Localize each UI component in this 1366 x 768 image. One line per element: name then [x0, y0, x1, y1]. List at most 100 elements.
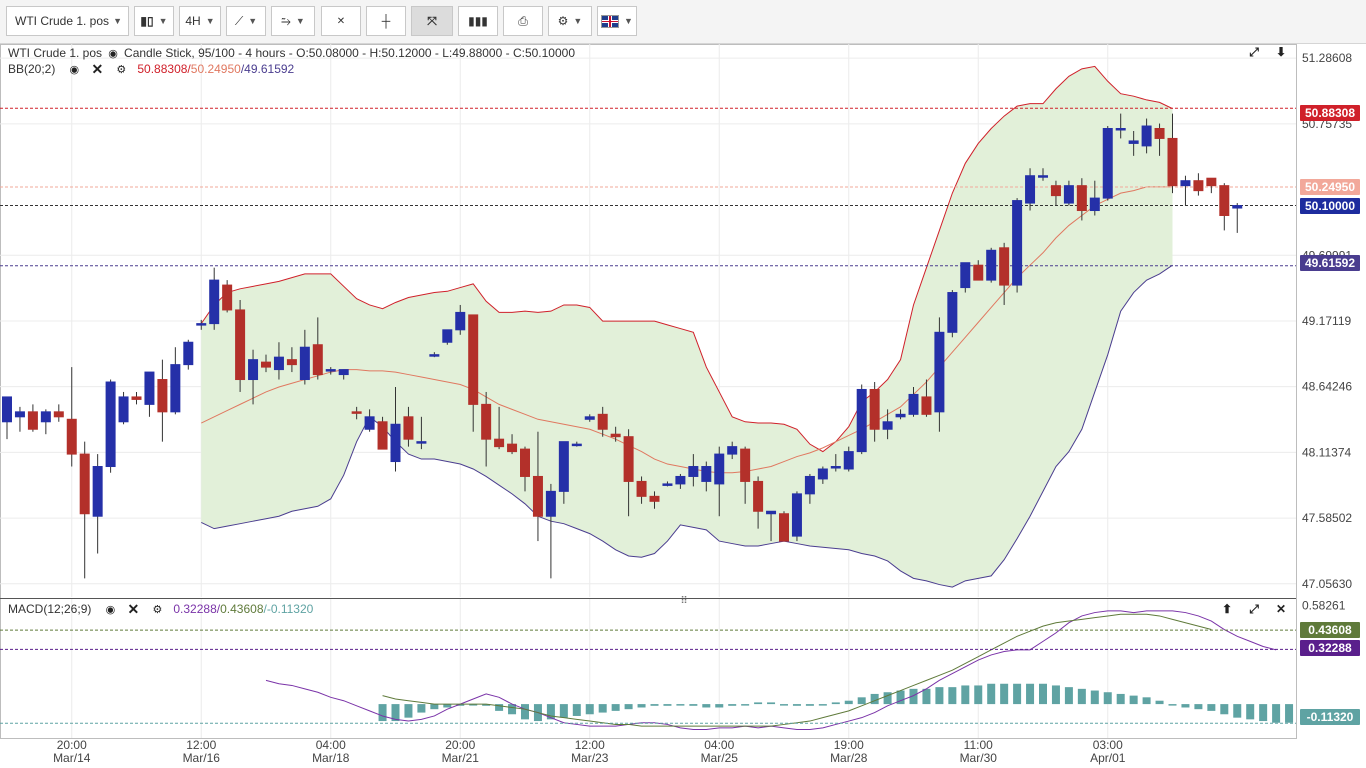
indicators-select[interactable]: ⥲ ▼ — [271, 6, 315, 36]
candle-body — [455, 311, 466, 331]
timeframe-select[interactable]: 4H ▼ — [179, 6, 221, 36]
maximize-macd-button[interactable]: ⤢ — [1249, 601, 1259, 616]
x-tick-time: 19:00 — [834, 738, 864, 752]
close-icon[interactable]: ✕ — [127, 600, 140, 617]
macd-hist-bar — [1233, 704, 1242, 718]
candle-body — [545, 490, 556, 517]
bb-upper-tag: 50.88308 — [1300, 105, 1360, 121]
candle-body — [286, 359, 297, 366]
move-up-button[interactable]: ⬆ — [1221, 602, 1233, 616]
macd-hist-bar — [1039, 683, 1047, 705]
crosshair-button[interactable]: ┼ — [366, 6, 406, 36]
move-down-button[interactable]: ⬇ — [1275, 45, 1287, 59]
candle-body — [507, 443, 518, 453]
macd-hist-bar — [378, 704, 387, 722]
candle-body — [766, 510, 777, 515]
bb-lower-line — [201, 264, 1173, 588]
x-tick-time: 20:00 — [445, 738, 475, 752]
macd-hist-bar — [1207, 704, 1216, 711]
candle-body — [636, 480, 647, 497]
x-tick-time: 20:00 — [57, 738, 87, 752]
settings-select[interactable]: ⚙ ▼ — [548, 6, 592, 36]
macd-hist-bar — [1246, 704, 1255, 720]
fit-icon: ⤧ — [427, 13, 437, 28]
x-tick-time: 03:00 — [1093, 738, 1123, 752]
panel-resize-handle: ⠿ — [680, 596, 687, 607]
macd-hist-bar — [585, 704, 594, 715]
candle-body — [248, 359, 259, 381]
candle-body — [1012, 200, 1023, 286]
main-y-tick: 47.05630 — [1302, 577, 1352, 591]
candle-body — [947, 292, 958, 333]
candle-body — [377, 421, 388, 450]
macd-sep-1: / — [216, 602, 221, 616]
candle-body — [1167, 137, 1178, 187]
chart-type-select[interactable]: ▮▯ ▼ — [134, 6, 174, 36]
macd-hist-bar — [767, 702, 776, 705]
close-macd-button[interactable]: ✕ — [1275, 602, 1287, 616]
candle-body — [1115, 128, 1126, 131]
candle-body — [675, 475, 686, 485]
candle-body — [1206, 177, 1217, 187]
macd-hist-bar — [391, 704, 400, 722]
candle-body — [494, 438, 505, 448]
main-symbol: WTI Crude 1. pos — [8, 46, 103, 60]
candle-body — [1025, 175, 1036, 204]
macd-hist-bar — [1103, 692, 1112, 705]
candle-body — [183, 341, 194, 366]
candle-body — [558, 441, 569, 492]
macd-hist-bar — [792, 704, 801, 706]
candle-body — [1141, 125, 1152, 147]
candle-body — [1219, 185, 1230, 216]
macd-hist-bar — [495, 704, 504, 711]
x-tick-time: 12:00 — [575, 738, 605, 752]
candle-body — [416, 441, 427, 444]
candle-body — [753, 480, 764, 512]
volume-button[interactable]: ▮▮▮ — [458, 6, 498, 36]
macd-signal-line — [382, 613, 1212, 727]
macd-hist-bar — [637, 704, 646, 708]
candle-body — [597, 413, 608, 430]
macd-hist-bar — [909, 688, 918, 705]
candle-body — [817, 468, 828, 480]
macd-signal-tag: 0.43608 — [1300, 622, 1360, 638]
gear-icon[interactable]: ⚙ — [116, 63, 127, 76]
symbol-select-label: WTI Crude 1. pos — [15, 14, 110, 28]
macd-hist-bar — [469, 704, 478, 706]
bb-upper-line — [200, 65, 1173, 453]
indicator-icon: ⥲ — [281, 13, 291, 28]
macd-hist-bar — [521, 704, 529, 720]
print-button[interactable]: ⎙ — [503, 6, 543, 36]
toolbar: WTI Crude 1. pos ▼ ▮▯ ▼ 4H ▼ ⟋ ▼ ⥲ ▼ ✕ ┼ ⤧ ▮▮… — [0, 0, 1366, 44]
drawing-tools-select[interactable]: ⟋ ▼ — [226, 6, 266, 36]
remove-all-icon: ✕ — [336, 15, 346, 27]
language-select[interactable]: ▼ — [597, 6, 637, 36]
eye-icon[interactable]: ◉ — [108, 47, 118, 60]
settings-icon: ⚙ — [557, 14, 569, 28]
close-icon[interactable]: ✕ — [91, 60, 104, 77]
candle-body — [1128, 140, 1139, 144]
candle-body — [999, 247, 1010, 286]
candle-body — [14, 411, 25, 418]
candle-body — [351, 411, 362, 414]
candle-body — [170, 364, 181, 413]
symbol-select[interactable]: WTI Crude 1. pos ▼ — [6, 6, 129, 36]
macd-hist-bar — [1077, 688, 1086, 705]
maximize-panel-button[interactable]: ⤢ — [1249, 44, 1259, 59]
candle-body — [429, 354, 440, 357]
x-tick-date: Mar/28 — [830, 751, 868, 765]
chevron-down-icon: ▼ — [573, 16, 583, 26]
macd-hist-bar — [1272, 704, 1281, 723]
fit-chart-button[interactable]: ⤧ — [411, 6, 453, 36]
x-tick-time: 04:00 — [704, 738, 734, 752]
macd-hist-bar — [1129, 695, 1138, 705]
macd-hist-bar — [559, 704, 568, 718]
macd-hist-bar — [611, 704, 620, 711]
gear-icon[interactable]: ⚙ — [152, 603, 163, 616]
remove-all-button[interactable]: ✕ — [321, 6, 361, 36]
macd-hist-bar — [417, 704, 426, 713]
candle-body — [131, 396, 142, 400]
eye-icon[interactable]: ◉ — [69, 63, 80, 76]
eye-icon[interactable]: ◉ — [105, 603, 116, 616]
